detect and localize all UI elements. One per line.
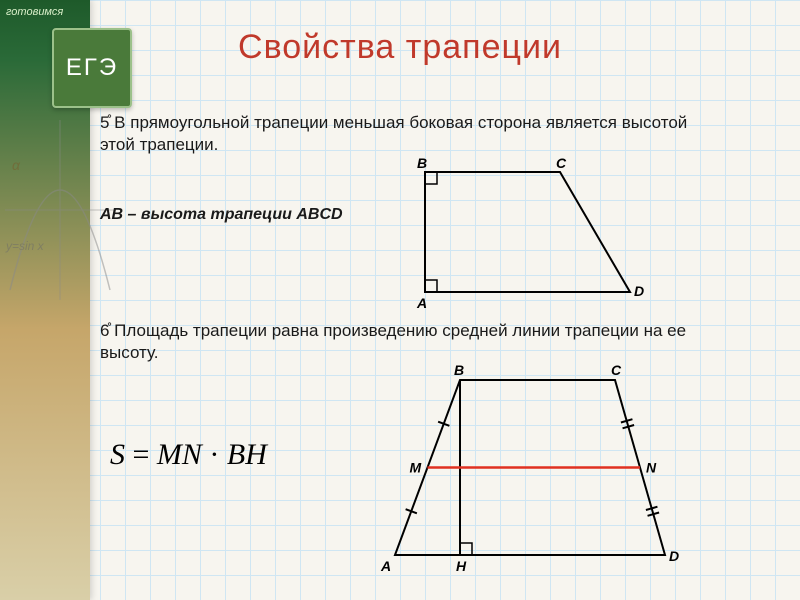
property-5-text: 5̊ В прямоугольной трапеции меньшая боко… xyxy=(100,112,690,156)
svg-text:C: C xyxy=(556,155,567,171)
svg-text:B: B xyxy=(454,362,464,378)
svg-text:A: A xyxy=(380,558,391,574)
page-title: Свойства трапеции xyxy=(0,28,800,67)
property-6-text: 6̊ Площадь трапеции равна произведению с… xyxy=(100,320,720,364)
svg-text:B: B xyxy=(417,155,427,171)
area-formula: S = MN · BH xyxy=(110,438,267,472)
svg-text:H: H xyxy=(456,558,467,574)
svg-text:α: α xyxy=(12,157,21,173)
svg-text:D: D xyxy=(669,548,679,564)
figure-right-trapezoid: B C D A xyxy=(395,152,655,312)
left-decorative-band: готовимся ЕГЭ α y=sin x xyxy=(0,0,90,600)
figure-midline-trapezoid: B C A D H M N xyxy=(365,360,685,580)
svg-text:C: C xyxy=(611,362,622,378)
top-word: готовимся xyxy=(6,6,63,18)
svg-text:y=sin x: y=sin x xyxy=(5,239,45,253)
svg-text:D: D xyxy=(634,283,644,299)
ab-height-note: AB – высота трапеции ABCD xyxy=(100,205,400,226)
svg-text:N: N xyxy=(646,460,657,476)
svg-text:M: M xyxy=(410,460,422,476)
svg-text:A: A xyxy=(416,295,427,311)
